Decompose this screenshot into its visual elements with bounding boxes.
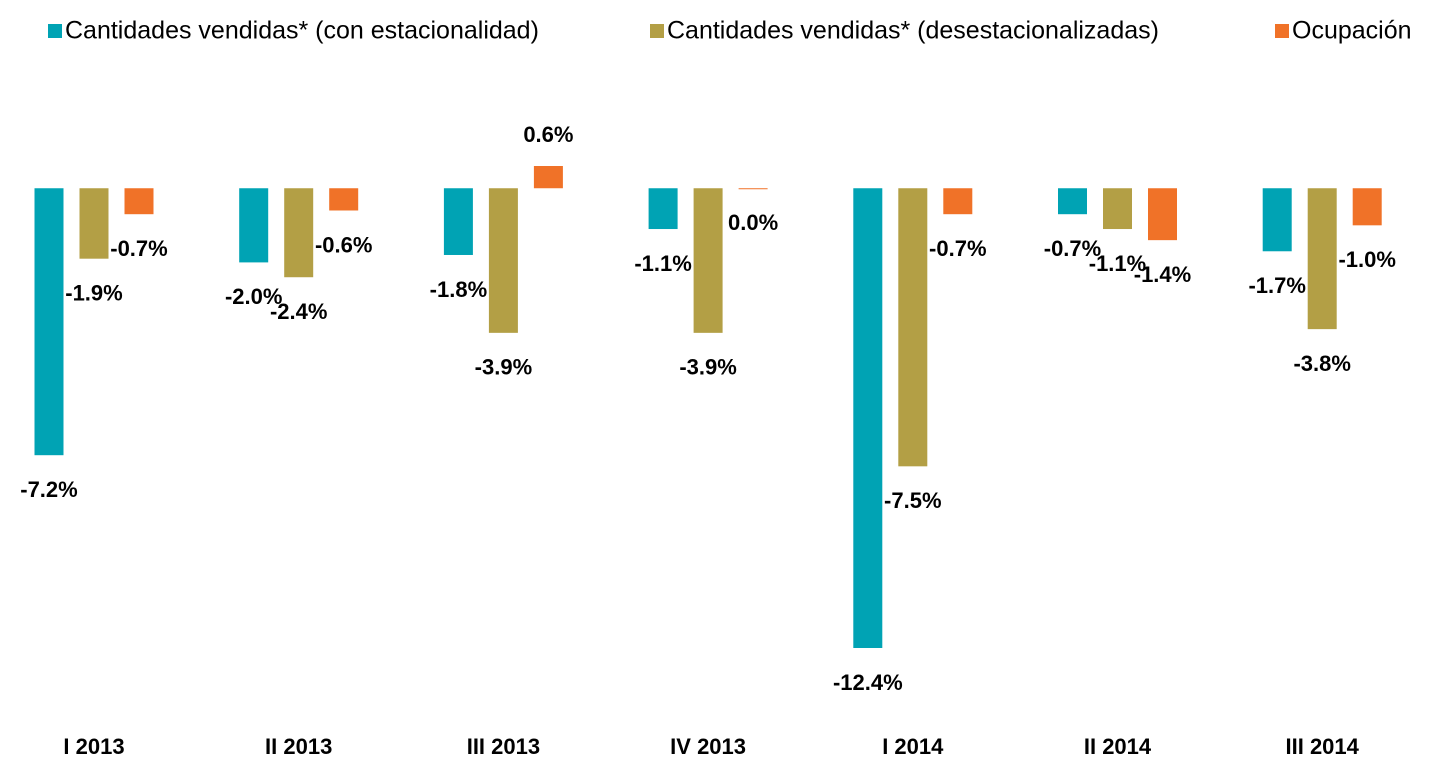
data-label: 0.0% [728, 210, 778, 235]
bar [1058, 188, 1087, 215]
bar [1307, 188, 1337, 330]
data-label: -12.4% [833, 670, 903, 695]
legend-label: Cantidades vendidas* (desestacionalizada… [667, 17, 1159, 45]
bar [79, 188, 109, 259]
bar [488, 188, 518, 333]
data-label: 0.6% [523, 122, 573, 147]
data-label: -1.4% [1134, 262, 1191, 287]
data-label: -0.7% [1044, 236, 1101, 261]
data-label: -3.9% [679, 355, 736, 380]
data-label: -1.7% [1248, 273, 1305, 298]
bar [648, 188, 678, 230]
data-label: -2.0% [225, 284, 282, 309]
bar [693, 188, 723, 333]
bar [738, 188, 768, 190]
data-label: -7.2% [20, 477, 77, 502]
bar [943, 188, 973, 215]
bar [1148, 188, 1177, 241]
data-label: -1.8% [430, 277, 487, 302]
bar [124, 188, 154, 215]
data-label: -3.9% [475, 355, 532, 380]
bar [329, 188, 359, 211]
data-label: -1.1% [634, 251, 691, 276]
bar [1262, 188, 1292, 252]
bar [1103, 188, 1132, 230]
bar [284, 188, 314, 278]
data-label: -3.8% [1293, 351, 1350, 376]
legend-swatch [48, 24, 62, 38]
data-label: -1.9% [65, 281, 122, 306]
x-tick-label: II 2013 [265, 734, 332, 759]
bar [443, 188, 473, 255]
bar [1352, 188, 1382, 226]
data-label: -0.6% [315, 232, 372, 257]
bar [533, 166, 563, 189]
legend-swatch [650, 24, 664, 38]
bar [898, 188, 928, 467]
x-tick-label: III 2014 [1286, 734, 1360, 759]
data-label: -0.7% [929, 236, 986, 261]
x-tick-label: III 2013 [467, 734, 540, 759]
legend-label: Cantidades vendidas* (con estacionalidad… [65, 17, 539, 45]
bar [34, 188, 64, 456]
x-tick-label: I 2014 [882, 734, 944, 759]
data-label: -1.0% [1338, 247, 1395, 272]
data-label: -0.7% [110, 236, 167, 261]
bar [239, 188, 269, 263]
x-tick-label: I 2013 [63, 734, 124, 759]
legend-label: Ocupación [1292, 17, 1412, 45]
bar [853, 188, 883, 648]
data-label: -2.4% [270, 299, 327, 324]
x-tick-label: IV 2013 [670, 734, 746, 759]
data-label: -1.1% [1089, 251, 1146, 276]
legend-swatch [1275, 24, 1289, 38]
data-label: -7.5% [884, 488, 941, 513]
x-tick-label: II 2014 [1084, 734, 1152, 759]
